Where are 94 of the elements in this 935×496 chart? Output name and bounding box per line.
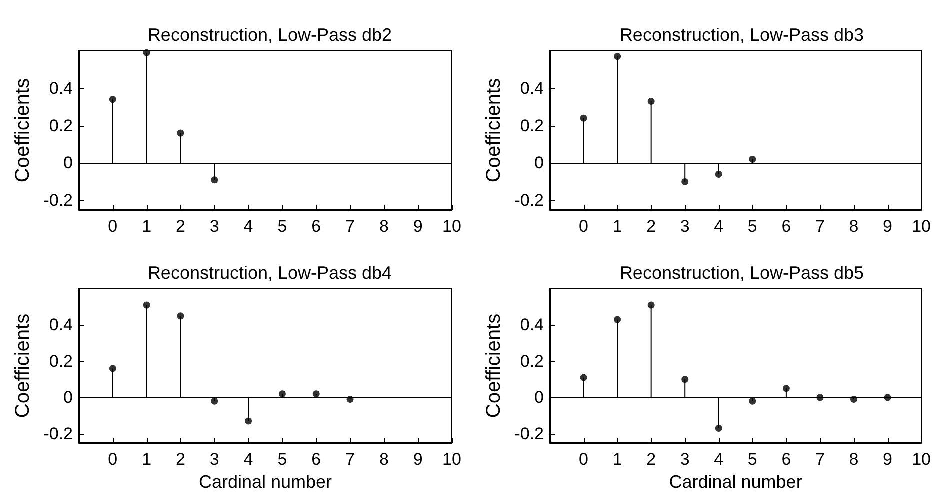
x-tick-label: 7 <box>346 217 356 236</box>
y-axis-title: Coefficients <box>12 78 34 183</box>
point <box>143 49 150 56</box>
x-tick-label: 7 <box>815 217 825 236</box>
x-axis-title: Cardinal number <box>198 472 332 492</box>
y-tick-label: 0.2 <box>520 352 544 371</box>
x-tick-label: 0 <box>108 217 118 236</box>
x-tick-label: 9 <box>413 450 423 469</box>
x-tick-label: 10 <box>442 217 462 236</box>
y-axis-title: Coefficients <box>482 78 505 183</box>
chart-title: Reconstruction, Low-Pass db3 <box>620 25 864 45</box>
x-tick-label: 2 <box>176 450 186 469</box>
chart-title: Reconstruction, Low-Pass db2 <box>148 25 392 45</box>
x-tick-label: 3 <box>680 450 690 469</box>
chart-title: Reconstruction, Low-Pass db4 <box>148 263 392 283</box>
point <box>614 316 622 324</box>
y-tick-label: 0.4 <box>49 316 73 335</box>
y-tick-label: 0 <box>64 154 73 173</box>
y-tick-label: 0 <box>534 154 544 173</box>
x-tick-label: 4 <box>714 450 724 469</box>
point <box>177 130 184 137</box>
x-tick-label: 1 <box>142 450 152 469</box>
point <box>580 114 588 122</box>
point <box>614 53 622 60</box>
point <box>749 398 756 405</box>
y-tick-label: 0.4 <box>520 78 544 98</box>
x-tick-label: 4 <box>714 217 724 236</box>
y-tick-label: 0 <box>64 388 73 408</box>
chart-title: Reconstruction, Low-Pass db5 <box>620 263 864 283</box>
y-tick-label: 0.4 <box>520 316 544 335</box>
x-tick-label: 8 <box>379 450 389 469</box>
point <box>682 178 689 186</box>
x-tick-label: 7 <box>346 450 356 469</box>
point <box>580 374 588 382</box>
y-axis-title: Coefficients <box>12 314 34 418</box>
point <box>782 385 790 392</box>
x-tick-label: 7 <box>815 450 825 469</box>
x-tick-label: 8 <box>379 217 389 236</box>
x-tick-label: 5 <box>278 450 288 469</box>
x-tick-label: 2 <box>176 217 186 236</box>
x-tick-label: 10 <box>912 217 932 236</box>
point <box>177 312 184 320</box>
point <box>648 302 655 309</box>
x-tick-label: 2 <box>646 217 656 236</box>
y-tick-label: 0.2 <box>520 116 544 136</box>
y-tick-label: -0.2 <box>44 424 73 444</box>
y-tick-label: -0.2 <box>514 424 544 444</box>
point <box>715 170 722 178</box>
x-tick-label: 6 <box>782 450 792 469</box>
x-tick-label: 2 <box>646 450 656 469</box>
point <box>648 98 655 106</box>
point <box>278 390 286 398</box>
point <box>312 390 320 398</box>
x-tick-label: 6 <box>312 217 322 236</box>
x-tick-label: 0 <box>579 217 589 236</box>
x-tick-label: 9 <box>413 217 423 236</box>
point <box>682 376 689 384</box>
x-tick-label: 1 <box>612 450 622 469</box>
y-axis-title: Coefficients <box>482 314 505 418</box>
x-tick-label: 10 <box>912 450 932 469</box>
x-tick-label: 3 <box>210 217 220 236</box>
x-tick-label: 8 <box>849 450 859 469</box>
point <box>749 156 756 163</box>
x-tick-label: 6 <box>782 217 792 236</box>
point <box>715 425 722 432</box>
x-tick-label: 0 <box>108 450 118 469</box>
x-tick-label: 6 <box>312 450 322 469</box>
x-tick-label: 8 <box>849 217 859 236</box>
x-tick-label: 3 <box>210 450 220 469</box>
x-tick-label: 9 <box>883 450 893 469</box>
point <box>211 398 218 405</box>
x-tick-label: 5 <box>748 217 758 236</box>
x-tick-label: 5 <box>278 217 288 236</box>
x-tick-label: 4 <box>244 450 254 469</box>
x-tick-label: 4 <box>244 217 254 236</box>
point <box>143 302 150 309</box>
y-tick-label: 0.2 <box>49 352 73 371</box>
x-tick-label: 0 <box>579 450 589 469</box>
x-tick-label: 9 <box>883 217 893 236</box>
point <box>211 176 218 184</box>
x-tick-label: 3 <box>680 217 690 236</box>
y-tick-label: -0.2 <box>44 191 73 210</box>
x-tick-label: 1 <box>142 217 152 236</box>
x-tick-label: 1 <box>612 217 622 236</box>
x-tick-label: 10 <box>442 450 462 469</box>
point <box>109 365 116 372</box>
y-tick-label: 0.4 <box>49 78 73 98</box>
y-tick-label: 0 <box>534 388 544 408</box>
point <box>109 96 116 104</box>
y-tick-label: 0.2 <box>49 116 73 136</box>
y-tick-label: -0.2 <box>514 191 544 210</box>
x-axis-title: Cardinal number <box>669 472 802 492</box>
point <box>245 418 252 425</box>
x-tick-label: 5 <box>748 450 758 469</box>
